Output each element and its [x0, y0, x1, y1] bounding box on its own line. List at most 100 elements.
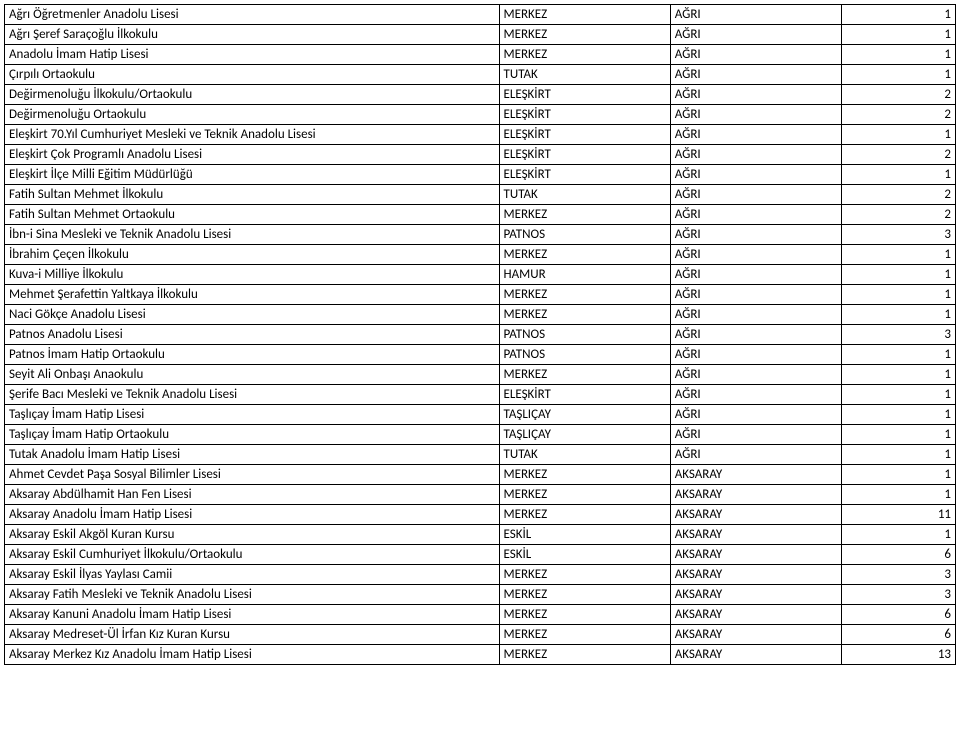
count-cell: 1	[841, 485, 955, 505]
school-name-cell: Eleşkirt İlçe Milli Eğitim Müdürlüğü	[5, 165, 500, 185]
table-row: Eleşkirt 70.Yıl Cumhuriyet Mesleki ve Te…	[5, 125, 956, 145]
table-row: Ağrı Öğretmenler Anadolu LisesiMERKEZAĞR…	[5, 5, 956, 25]
school-name-cell: Fatih Sultan Mehmet İlkokulu	[5, 185, 500, 205]
district-cell: TUTAK	[499, 445, 670, 465]
district-cell: ELEŞKİRT	[499, 105, 670, 125]
province-cell: AĞRI	[670, 285, 841, 305]
school-name-cell: İbn-i Sina Mesleki ve Teknik Anadolu Lis…	[5, 225, 500, 245]
count-cell: 1	[841, 5, 955, 25]
province-cell: AKSARAY	[670, 465, 841, 485]
school-name-cell: Şerife Bacı Mesleki ve Teknik Anadolu Li…	[5, 385, 500, 405]
school-name-cell: Mehmet Şerafettin Yaltkaya İlkokulu	[5, 285, 500, 305]
school-name-cell: Aksaray Medreset-Ül İrfan Kız Kuran Kurs…	[5, 625, 500, 645]
count-cell: 1	[841, 525, 955, 545]
district-cell: PATNOS	[499, 225, 670, 245]
district-cell: ELEŞKİRT	[499, 125, 670, 145]
district-cell: ESKİL	[499, 525, 670, 545]
school-name-cell: Taşlıçay İmam Hatip Lisesi	[5, 405, 500, 425]
district-cell: MERKEZ	[499, 605, 670, 625]
table-row: Aksaray Anadolu İmam Hatip LisesiMERKEZA…	[5, 505, 956, 525]
count-cell: 1	[841, 305, 955, 325]
school-name-cell: Tutak Anadolu İmam Hatip Lisesi	[5, 445, 500, 465]
province-cell: AĞRI	[670, 165, 841, 185]
province-cell: AĞRI	[670, 305, 841, 325]
school-name-cell: Değirmenoluğu Ortaokulu	[5, 105, 500, 125]
district-cell: MERKEZ	[499, 25, 670, 45]
school-name-cell: Aksaray Eskil Akgöl Kuran Kursu	[5, 525, 500, 545]
district-cell: MERKEZ	[499, 205, 670, 225]
table-row: Şerife Bacı Mesleki ve Teknik Anadolu Li…	[5, 385, 956, 405]
count-cell: 1	[841, 445, 955, 465]
district-cell: MERKEZ	[499, 585, 670, 605]
school-name-cell: Aksaray Merkez Kız Anadolu İmam Hatip Li…	[5, 645, 500, 665]
school-name-cell: Aksaray Anadolu İmam Hatip Lisesi	[5, 505, 500, 525]
table-row: Naci Gökçe Anadolu LisesiMERKEZAĞRI1	[5, 305, 956, 325]
count-cell: 1	[841, 45, 955, 65]
table-row: Mehmet Şerafettin Yaltkaya İlkokuluMERKE…	[5, 285, 956, 305]
district-cell: ELEŞKİRT	[499, 145, 670, 165]
school-name-cell: Patnos İmam Hatip Ortaokulu	[5, 345, 500, 365]
school-name-cell: Eleşkirt Çok Programlı Anadolu Lisesi	[5, 145, 500, 165]
table-row: Taşlıçay İmam Hatip OrtaokuluTAŞLIÇAYAĞR…	[5, 425, 956, 445]
count-cell: 6	[841, 605, 955, 625]
table-row: Ağrı Şeref Saraçoğlu İlkokuluMERKEZAĞRI1	[5, 25, 956, 45]
table-row: Aksaray Abdülhamit Han Fen LisesiMERKEZA…	[5, 485, 956, 505]
province-cell: AĞRI	[670, 325, 841, 345]
district-cell: MERKEZ	[499, 465, 670, 485]
table-row: Eleşkirt İlçe Milli Eğitim MüdürlüğüELEŞ…	[5, 165, 956, 185]
district-cell: MERKEZ	[499, 5, 670, 25]
count-cell: 3	[841, 585, 955, 605]
count-cell: 3	[841, 225, 955, 245]
province-cell: AĞRI	[670, 185, 841, 205]
count-cell: 1	[841, 365, 955, 385]
district-cell: MERKEZ	[499, 645, 670, 665]
count-cell: 2	[841, 85, 955, 105]
district-cell: ELEŞKİRT	[499, 165, 670, 185]
school-name-cell: Patnos Anadolu Lisesi	[5, 325, 500, 345]
school-name-cell: Ağrı Öğretmenler Anadolu Lisesi	[5, 5, 500, 25]
district-cell: TAŞLIÇAY	[499, 405, 670, 425]
province-cell: AKSARAY	[670, 485, 841, 505]
district-cell: MERKEZ	[499, 565, 670, 585]
count-cell: 3	[841, 565, 955, 585]
count-cell: 2	[841, 145, 955, 165]
count-cell: 1	[841, 25, 955, 45]
schools-table-body: Ağrı Öğretmenler Anadolu LisesiMERKEZAĞR…	[5, 5, 956, 665]
school-name-cell: Aksaray Eskil Cumhuriyet İlkokulu/Ortaok…	[5, 545, 500, 565]
province-cell: AKSARAY	[670, 645, 841, 665]
table-row: Aksaray Merkez Kız Anadolu İmam Hatip Li…	[5, 645, 956, 665]
table-row: Çırpılı OrtaokuluTUTAKAĞRI1	[5, 65, 956, 85]
table-row: Anadolu İmam Hatip LisesiMERKEZAĞRI1	[5, 45, 956, 65]
province-cell: AĞRI	[670, 245, 841, 265]
school-name-cell: Ağrı Şeref Saraçoğlu İlkokulu	[5, 25, 500, 45]
count-cell: 2	[841, 205, 955, 225]
count-cell: 1	[841, 165, 955, 185]
count-cell: 1	[841, 245, 955, 265]
province-cell: AKSARAY	[670, 605, 841, 625]
district-cell: PATNOS	[499, 325, 670, 345]
school-name-cell: Aksaray Abdülhamit Han Fen Lisesi	[5, 485, 500, 505]
province-cell: AKSARAY	[670, 585, 841, 605]
count-cell: 1	[841, 65, 955, 85]
table-row: Aksaray Fatih Mesleki ve Teknik Anadolu …	[5, 585, 956, 605]
school-name-cell: Naci Gökçe Anadolu Lisesi	[5, 305, 500, 325]
school-name-cell: Anadolu İmam Hatip Lisesi	[5, 45, 500, 65]
district-cell: ESKİL	[499, 545, 670, 565]
count-cell: 1	[841, 405, 955, 425]
school-name-cell: Eleşkirt 70.Yıl Cumhuriyet Mesleki ve Te…	[5, 125, 500, 145]
province-cell: AĞRI	[670, 225, 841, 245]
count-cell: 1	[841, 125, 955, 145]
province-cell: AĞRI	[670, 405, 841, 425]
province-cell: AĞRI	[670, 125, 841, 145]
count-cell: 6	[841, 545, 955, 565]
province-cell: AĞRI	[670, 85, 841, 105]
school-name-cell: Fatih Sultan Mehmet Ortaokulu	[5, 205, 500, 225]
school-name-cell: Aksaray Eskil İlyas Yaylası Camii	[5, 565, 500, 585]
count-cell: 6	[841, 625, 955, 645]
table-row: İbrahim Çeçen İlkokuluMERKEZAĞRI1	[5, 245, 956, 265]
province-cell: AĞRI	[670, 265, 841, 285]
schools-table: Ağrı Öğretmenler Anadolu LisesiMERKEZAĞR…	[4, 4, 956, 665]
district-cell: TAŞLIÇAY	[499, 425, 670, 445]
province-cell: AĞRI	[670, 25, 841, 45]
table-row: Aksaray Eskil İlyas Yaylası CamiiMERKEZA…	[5, 565, 956, 585]
